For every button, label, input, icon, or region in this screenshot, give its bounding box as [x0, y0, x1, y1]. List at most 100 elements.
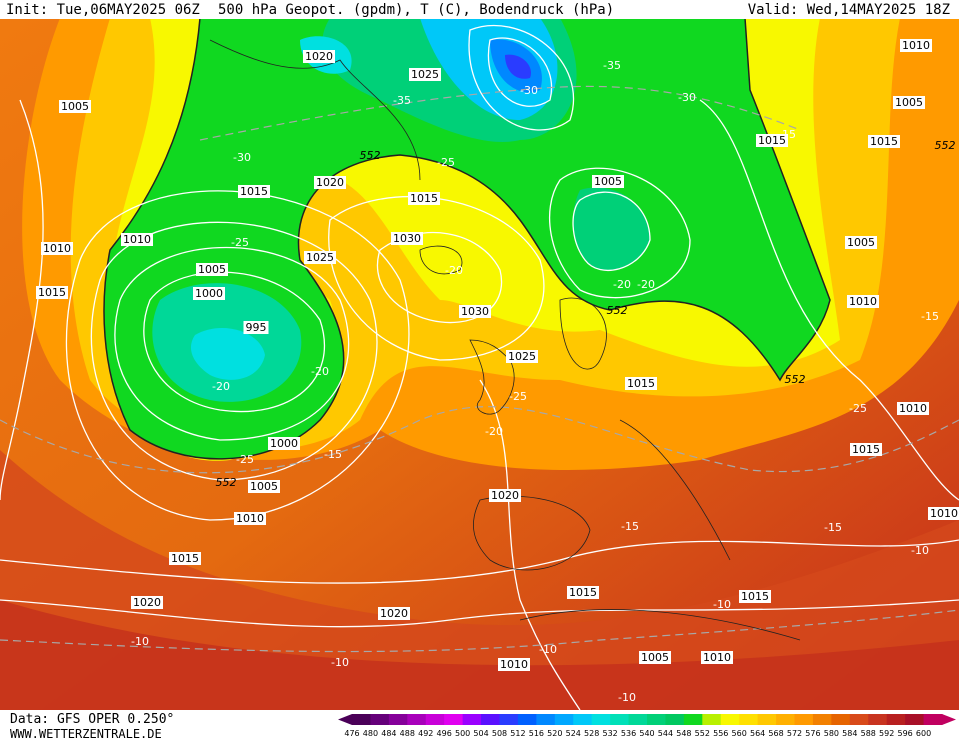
- colorbar-tick-label: 532: [602, 729, 617, 738]
- colorbar-swatch: [849, 714, 869, 725]
- colorbar-swatch: [517, 714, 537, 725]
- colorbar-tick-label: 528: [584, 729, 599, 738]
- colorbar-swatch: [499, 714, 519, 725]
- label-text: -20: [212, 380, 230, 393]
- label-text: -25: [231, 236, 249, 249]
- label-text: 1030: [393, 232, 421, 245]
- colorbar-tick-label: 572: [787, 729, 802, 738]
- label-text: -35: [393, 94, 411, 107]
- map-label: 552: [607, 304, 628, 317]
- colorbar-swatch: [702, 714, 722, 725]
- colorbar-swatch: [425, 714, 445, 725]
- colorbar-swatch: [868, 714, 888, 725]
- label-text: 1010: [902, 39, 930, 52]
- map-label: 1010: [234, 512, 266, 525]
- colorbar-swatch: [407, 714, 427, 725]
- colorbar-tick-label: 508: [492, 729, 507, 738]
- label-text: -15: [921, 310, 939, 323]
- label-text: -20: [445, 264, 463, 277]
- label-box: [303, 50, 335, 63]
- label-text: 1015: [171, 552, 199, 565]
- map-label: 1015: [756, 134, 788, 147]
- label-box: [169, 552, 201, 565]
- label-text: -10: [331, 656, 349, 669]
- colorbar-swatch: [665, 714, 685, 725]
- label-box: [248, 480, 280, 493]
- map-label: -20: [311, 365, 329, 378]
- label-text: 1010: [500, 658, 528, 671]
- label-box: [238, 185, 270, 198]
- map-label: 1015: [567, 586, 599, 599]
- map-label: 1020: [489, 489, 521, 502]
- map-label: -20: [613, 278, 631, 291]
- colorbar-swatch: [647, 714, 666, 725]
- map-label: -20: [445, 264, 463, 277]
- colorbar-tick-label: 500: [455, 729, 470, 738]
- map-label: -25: [509, 390, 527, 403]
- map-label: 1020: [314, 176, 346, 189]
- label-text: -20: [613, 278, 631, 291]
- coastlines: [209, 39, 801, 641]
- label-box: [847, 295, 879, 308]
- label-text: -25: [236, 453, 254, 466]
- colorbar-swatch: [886, 714, 906, 725]
- map-label: 1015: [850, 443, 882, 456]
- colorbar-tick-label: 480: [363, 729, 378, 738]
- label-box: [391, 232, 423, 245]
- map-label: 1030: [391, 232, 423, 245]
- map-label: -25: [437, 156, 455, 169]
- colorbar-swatch: [683, 714, 703, 725]
- label-box: [459, 305, 491, 318]
- colorbar-tick-label: 576: [805, 729, 820, 738]
- label-box: [196, 263, 228, 276]
- label-text: -15: [621, 520, 639, 533]
- label-box: [268, 437, 300, 450]
- label-text: -20: [637, 278, 655, 291]
- label-text: 1015: [240, 185, 268, 198]
- map-label: 1010: [928, 507, 959, 520]
- label-text: -15: [824, 521, 842, 534]
- map-label: -25: [231, 236, 249, 249]
- label-text: 1005: [198, 263, 226, 276]
- label-box: [489, 489, 521, 502]
- map-label: 552: [935, 139, 956, 152]
- label-box: [850, 443, 882, 456]
- label-box: [739, 590, 771, 603]
- colorbar-swatch: [591, 714, 611, 725]
- label-text: -25: [437, 156, 455, 169]
- map-label: -15: [921, 310, 939, 323]
- map-label: 1005: [248, 480, 280, 493]
- map-label: 1025: [506, 350, 538, 363]
- label-text: -10: [131, 635, 149, 648]
- label-text: 1005: [250, 480, 278, 493]
- label-box: [928, 507, 959, 520]
- data-source: Data: GFS OPER 0.250°: [10, 712, 174, 727]
- colorbar-swatch: [794, 714, 814, 725]
- label-box: [234, 512, 266, 525]
- map-label: 552: [216, 476, 237, 489]
- colorbar-tick-label: 548: [676, 729, 691, 738]
- map-label: 1015: [868, 135, 900, 148]
- map-label: 1015: [625, 377, 657, 390]
- label-text: 552: [216, 476, 237, 489]
- label-box: [36, 286, 68, 299]
- label-box: [506, 350, 538, 363]
- label-text: 1010: [899, 402, 927, 415]
- colorbar-tick-label: 568: [768, 729, 783, 738]
- label-text: -10: [539, 643, 557, 656]
- label-text: 1010: [703, 651, 731, 664]
- map-label: 1000: [268, 437, 300, 450]
- colorbar-arrow-high: [942, 714, 956, 725]
- label-text: 1015: [569, 586, 597, 599]
- colorbar-swatch: [554, 714, 574, 725]
- map-label: -25: [849, 402, 867, 415]
- label-box: [59, 100, 91, 113]
- label-text: 1025: [411, 68, 439, 81]
- map-label: -15: [324, 448, 342, 461]
- map-labels: 1005 1025 1020 1010 1005 1015 1010 1015 1005 1000…: [36, 39, 959, 704]
- site: WWW.WETTERZENTRALE.DE: [10, 727, 162, 741]
- colorbar-tick-label: 600: [916, 729, 931, 738]
- header-bar: [0, 0, 959, 19]
- colorbar-swatch: [536, 714, 556, 725]
